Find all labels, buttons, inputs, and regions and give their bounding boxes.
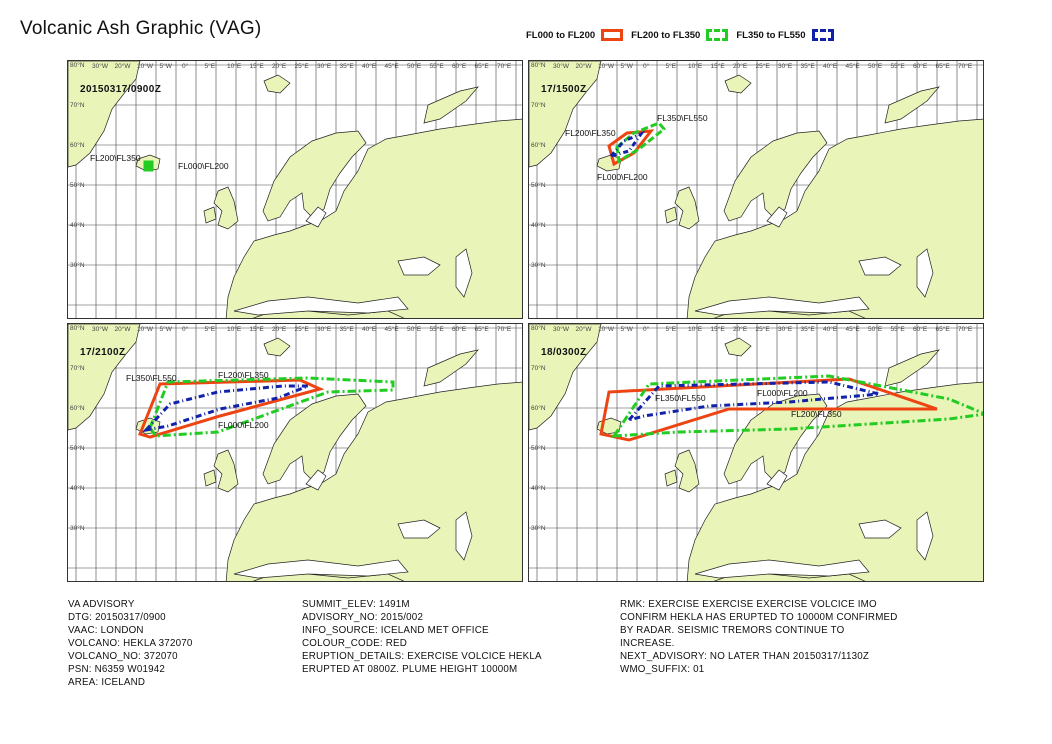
advisory-line: INFO_SOURCE: ICELAND MET OFFICE xyxy=(302,624,542,637)
legend-label-mid: FL200 to FL350 xyxy=(631,30,700,41)
advisory-column-1: VA ADVISORY DTG: 20150317/0900 VAAC: LON… xyxy=(68,598,193,689)
advisory-line: PSN: N6359 W01942 xyxy=(68,663,193,676)
legend-label-low: FL000 to FL200 xyxy=(526,30,595,41)
ash-polygons xyxy=(529,324,984,582)
advisory-line: WMO_SUFFIX: 01 xyxy=(620,663,898,676)
ash-area-fl200-fl350 xyxy=(144,161,153,171)
advisory-line: ADVISORY_NO: 2015/002 xyxy=(302,611,542,624)
ash-polygons xyxy=(529,61,984,319)
map-panel-3: 30°W 20°W 10°W 5°W 0° 5°E 10°E 15°E 20°E 25°E 30°E… xyxy=(67,323,523,582)
advisory-line: RMK: EXERCISE EXERCISE EXERCISE VOLCICE … xyxy=(620,598,898,611)
ash-label: FL200\FL350 xyxy=(218,370,269,380)
advisory-column-2: SUMMIT_ELEV: 1491M ADVISORY_NO: 2015/002… xyxy=(302,598,542,676)
advisory-line: AREA: ICELAND xyxy=(68,676,193,689)
advisory-column-3: RMK: EXERCISE EXERCISE EXERCISE VOLCICE … xyxy=(620,598,898,676)
advisory-line: DTG: 20150317/0900 xyxy=(68,611,193,624)
advisory-line: ERUPTED AT 0800Z. PLUME HEIGHT 10000M xyxy=(302,663,542,676)
advisory-line: BY RADAR. SEISMIC TREMORS CONTINUE TO xyxy=(620,624,898,637)
advisory-line: CONFIRM HEKLA HAS ERUPTED TO 10000M CONF… xyxy=(620,611,898,624)
legend-label-high: FL350 to FL550 xyxy=(736,30,805,41)
ash-label: FL000\FL200 xyxy=(597,172,648,182)
ash-label: FL350\FL550 xyxy=(126,373,177,383)
legend-swatch-red xyxy=(601,29,623,41)
advisory-line: ERUPTION_DETAILS: EXERCISE VOLCICE HEKLA xyxy=(302,650,542,663)
legend-swatch-green xyxy=(706,29,728,41)
ash-polygons xyxy=(68,61,523,319)
advisory-line: VOLCANO: HEKLA 372070 xyxy=(68,637,193,650)
ash-label: FL350\FL550 xyxy=(655,393,706,403)
advisory-line: SUMMIT_ELEV: 1491M xyxy=(302,598,542,611)
ash-label: FL200\FL350 xyxy=(90,153,141,163)
advisory-line: NEXT_ADVISORY: NO LATER THAN 20150317/11… xyxy=(620,650,898,663)
page-title: Volcanic Ash Graphic (VAG) xyxy=(20,18,261,40)
ash-label: FL200\FL350 xyxy=(791,409,842,419)
advisory-line: COLOUR_CODE: RED xyxy=(302,637,542,650)
advisory-line: VOLCANO_NO: 372070 xyxy=(68,650,193,663)
ash-label: FL000\FL200 xyxy=(218,420,269,430)
ash-label: FL000\FL200 xyxy=(178,161,229,171)
ash-area-fl200-fl350 xyxy=(617,123,664,161)
ash-polygons xyxy=(68,324,523,582)
map-panel-1: 30°W 20°W 10°W 5°W 0° 5°E 10°E 15°E 20°E 25°E 30°E… xyxy=(67,60,523,319)
legend: FL000 to FL200 FL200 to FL350 FL350 to F… xyxy=(526,25,842,45)
ash-label: FL350\FL550 xyxy=(657,113,708,123)
ash-label: FL000\FL200 xyxy=(757,388,808,398)
map-panel-2: 30°W 20°W 10°W 5°W 0° 5°E 10°E 15°E 20°E 25°E 30°E… xyxy=(528,60,984,319)
legend-swatch-blue xyxy=(812,29,834,41)
advisory-line: VAAC: LONDON xyxy=(68,624,193,637)
advisory-line: VA ADVISORY xyxy=(68,598,193,611)
map-panel-4: 30°W 20°W 10°W 5°W 0° 5°E 10°E 15°E 20°E 25°E 30°E… xyxy=(528,323,984,582)
ash-label: FL200\FL350 xyxy=(565,128,616,138)
advisory-line: INCREASE. xyxy=(620,637,898,650)
